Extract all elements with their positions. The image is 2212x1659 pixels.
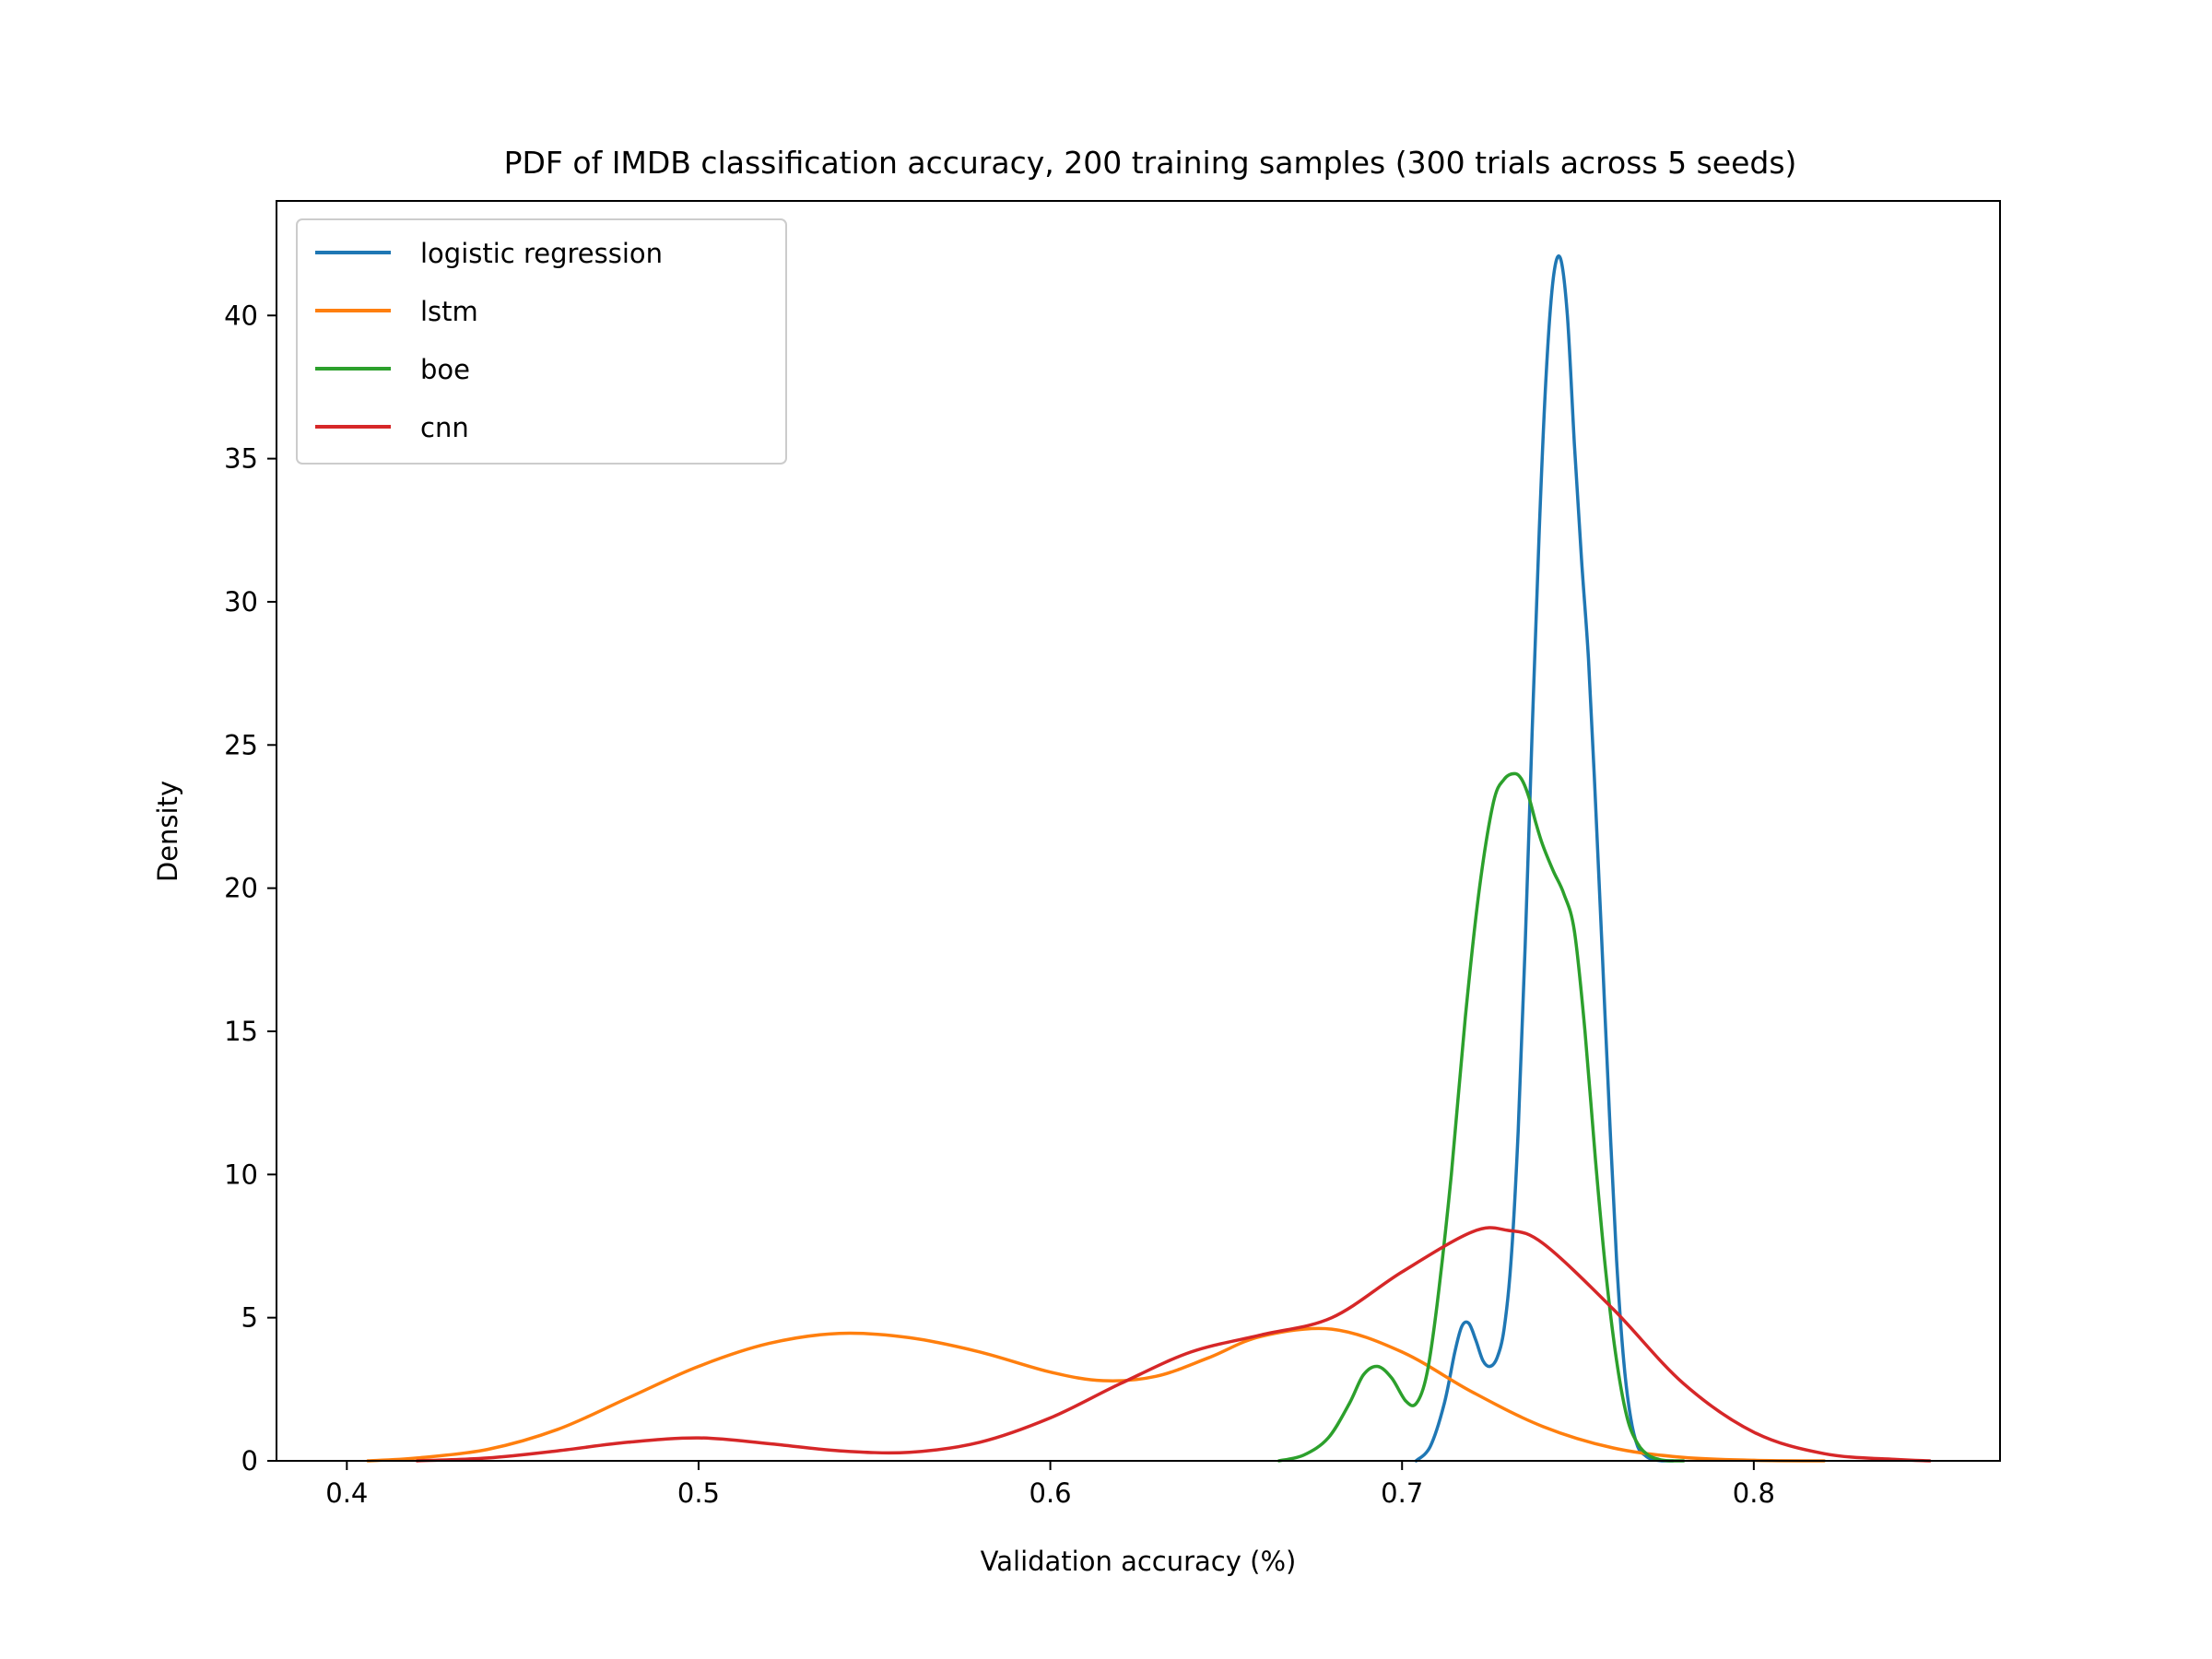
y-tick-label: 30 bbox=[224, 586, 258, 618]
legend-label-logistic-regression: logistic regression bbox=[420, 238, 663, 269]
y-tick-label: 25 bbox=[224, 729, 258, 760]
y-tick-label: 5 bbox=[241, 1302, 258, 1334]
axes-frame bbox=[276, 200, 2001, 1462]
y-tick-label: 0 bbox=[241, 1445, 258, 1477]
y-axis-label: Density bbox=[152, 781, 183, 882]
x-tick-label: 0.7 bbox=[1381, 1477, 1423, 1509]
y-tick-label: 35 bbox=[224, 443, 258, 475]
series-line-cnn bbox=[415, 1226, 1932, 1463]
series-line-logistic-regression bbox=[1414, 254, 1675, 1463]
y-tick-label: 10 bbox=[224, 1159, 258, 1190]
x-tick-label: 0.4 bbox=[325, 1477, 368, 1509]
legend-label-cnn: cnn bbox=[420, 412, 469, 443]
x-axis-label: Validation accuracy (%) bbox=[981, 1546, 1297, 1577]
x-tick-label: 0.5 bbox=[677, 1477, 720, 1509]
legend: logistic regression lstm boe cnn bbox=[296, 218, 787, 465]
x-tick-label: 0.6 bbox=[1030, 1477, 1072, 1509]
y-tick-label: 40 bbox=[224, 300, 258, 331]
y-tick-label: 20 bbox=[224, 873, 258, 904]
y-tick-label: 15 bbox=[224, 1016, 258, 1047]
legend-label-boe: boe bbox=[420, 354, 470, 385]
series-line-boe bbox=[1277, 771, 1686, 1463]
x-axis-ticks: 0.4 0.5 0.6 0.7 0.8 bbox=[325, 1461, 1775, 1509]
y-axis-ticks: 0 5 10 15 20 25 30 35 40 bbox=[224, 300, 276, 1477]
legend-box bbox=[296, 218, 787, 465]
legend-label-lstm: lstm bbox=[420, 296, 478, 327]
chart-title: PDF of IMDB classification accuracy, 200… bbox=[504, 145, 1797, 181]
series-lines bbox=[366, 254, 1932, 1463]
x-tick-label: 0.8 bbox=[1733, 1477, 1775, 1509]
series-line-lstm bbox=[366, 1326, 1826, 1463]
